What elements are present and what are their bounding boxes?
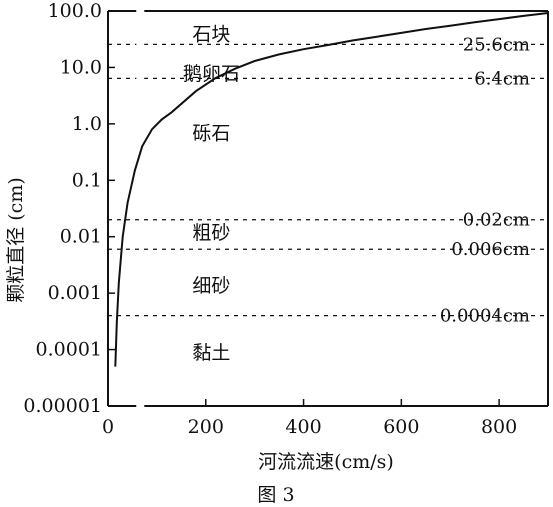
x-axis-title: 河流流速(cm/s) (258, 451, 394, 473)
y-tick-label: 10.0 (60, 56, 102, 78)
y-tick-label: 100.0 (48, 0, 102, 22)
x-tick-label: 200 (188, 416, 224, 438)
y-tick-label: 0.0001 (36, 339, 102, 361)
sediment-zone-label: 粗砂 (192, 222, 230, 244)
y-tick-label: 0.01 (60, 226, 102, 248)
size-boundary-label: 0.0004cm (440, 306, 530, 327)
figure-caption: 图 3 (257, 484, 294, 506)
sediment-zone-label: 鹅卵石 (183, 63, 240, 85)
sediment-zone-label: 细砂 (192, 275, 230, 297)
y-tick-label: 1.0 (72, 113, 102, 135)
sediment-zone-label: 黏土 (192, 342, 230, 364)
size-boundary-label: 0.02cm (463, 210, 530, 231)
size-boundary-label: 6.4cm (474, 68, 530, 89)
sediment-zone-label: 石块 (192, 23, 230, 45)
axis-break-gap (136, 9, 145, 96)
y-tick-label: 0.00001 (23, 395, 102, 417)
plot-area: 25.6cm 6.4cm 0.02cm 0.006cm 0.0004cm 石块鹅卵石砾石粗… (107, 9, 549, 410)
size-boundary-label: 0.006cm (451, 239, 530, 260)
y-tick-labels: 100.0 10.0 1.0 0.1 0.01 0.001 0.0001 0.00001 (23, 0, 102, 417)
x-tick-labels: 0 200 400 600 800 (102, 416, 517, 438)
y-axis-title: 颗粒直径 (cm) (5, 177, 27, 303)
y-tick-label: 0.1 (72, 169, 102, 191)
velocity-curve (114, 12, 549, 367)
y-tick-label: 0.001 (48, 282, 102, 304)
x-tick-label: 800 (481, 416, 517, 438)
size-boundary-label: 25.6cm (463, 34, 530, 55)
axis-break-gap (136, 396, 145, 410)
x-tick-label: 0 (102, 416, 114, 438)
x-tick-label: 600 (383, 416, 419, 438)
x-tick-label: 400 (285, 416, 321, 438)
sediment-zone-label: 砾石 (192, 123, 230, 145)
